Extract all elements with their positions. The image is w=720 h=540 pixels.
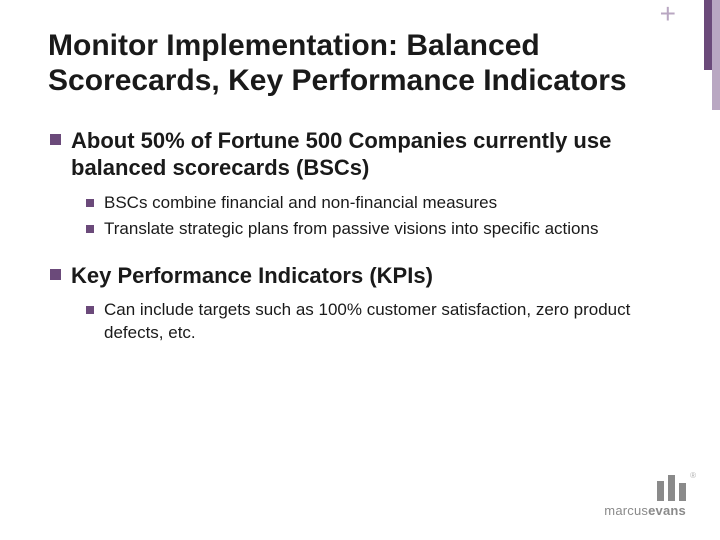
bullet-level1: Key Performance Indicators (KPIs) Can in… — [50, 262, 672, 344]
slide-title: Monitor Implementation: Balanced Scoreca… — [48, 28, 672, 99]
sub-bullet-text: Can include targets such as 100% custome… — [104, 299, 672, 343]
logo-bars-icon — [604, 475, 686, 501]
square-bullet-icon — [86, 199, 94, 207]
sub-bullet-group: Can include targets such as 100% custome… — [86, 299, 672, 343]
square-bullet-icon — [86, 225, 94, 233]
accent-bar-dark — [704, 0, 712, 70]
corner-accent — [704, 0, 720, 110]
bullet-text: Key Performance Indicators (KPIs) — [71, 262, 433, 290]
square-bullet-icon — [86, 306, 94, 314]
square-bullet-icon — [50, 134, 61, 145]
square-bullet-icon — [50, 269, 61, 280]
sub-bullet-row: Translate strategic plans from passive v… — [86, 218, 672, 240]
sub-bullet-group: BSCs combine financial and non-financial… — [86, 192, 672, 240]
logo-text: marcusevans — [604, 503, 686, 518]
corner-plus-icon: + — [660, 0, 676, 28]
logo-text-light: marcus — [604, 503, 648, 518]
bullet-row: Key Performance Indicators (KPIs) — [50, 262, 672, 290]
accent-bar-light — [712, 0, 720, 110]
sub-bullet-row: Can include targets such as 100% custome… — [86, 299, 672, 343]
logo-text-bold: evans — [648, 503, 686, 518]
sub-bullet-row: BSCs combine financial and non-financial… — [86, 192, 672, 214]
bullet-level1: About 50% of Fortune 500 Companies curre… — [50, 127, 672, 240]
registered-mark: ® — [690, 471, 696, 480]
brand-logo: ® marcusevans — [604, 475, 686, 518]
sub-bullet-text: BSCs combine financial and non-financial… — [104, 192, 497, 214]
bullet-row: About 50% of Fortune 500 Companies curre… — [50, 127, 672, 182]
bullet-text: About 50% of Fortune 500 Companies curre… — [71, 127, 672, 182]
sub-bullet-text: Translate strategic plans from passive v… — [104, 218, 598, 240]
slide-content: Monitor Implementation: Balanced Scoreca… — [0, 0, 720, 344]
